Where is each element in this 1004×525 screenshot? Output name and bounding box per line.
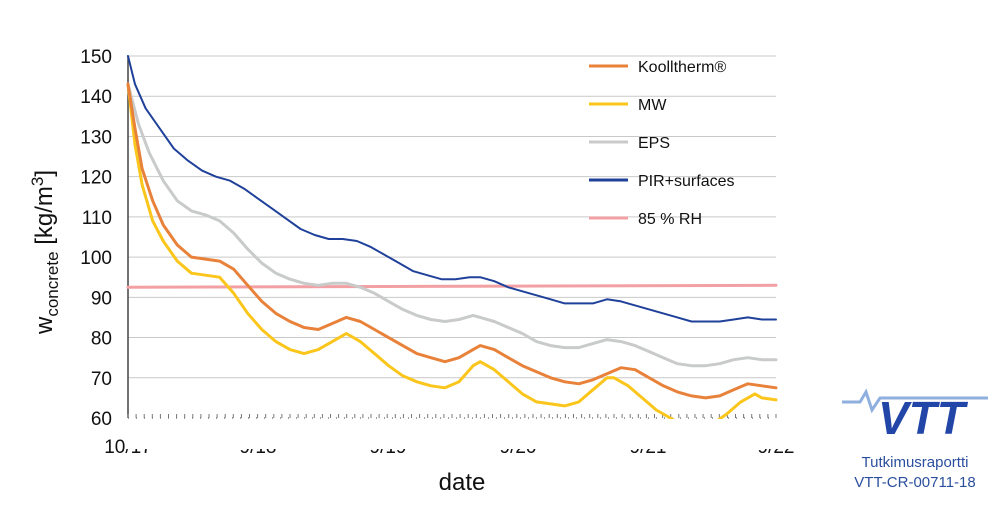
- legend: Koolltherm® MW EPS PIR+surfaces 85 % RH: [589, 59, 734, 228]
- series-lines: [126, 55, 794, 449]
- y-tick-label: 130: [80, 127, 112, 148]
- y-tick-label: 100: [80, 248, 112, 269]
- vtt-logo: VTT: [842, 388, 988, 442]
- y-tick-label: 110: [82, 208, 112, 229]
- y-axis-title-text: wconcrete [kg/m3]: [28, 170, 62, 335]
- series-line-1: [126, 82, 778, 430]
- legend-label: MW: [638, 97, 667, 114]
- x-axis-title: date: [439, 469, 486, 496]
- y-tick-label: 150: [80, 47, 112, 68]
- legend-label: PIR+surfaces: [638, 173, 734, 190]
- y-tick-label: 80: [91, 329, 112, 350]
- y-tick-label: 120: [80, 168, 112, 189]
- y-axis-title: wconcrete [kg/m3]: [28, 170, 62, 335]
- legend-label: EPS: [638, 135, 670, 152]
- series-line-2: [126, 82, 778, 368]
- plot-bottom-mask: [126, 419, 794, 449]
- report-caption-line2: VTT-CR-00711-18: [854, 474, 976, 491]
- series-line-0: [126, 82, 778, 400]
- vtt-logo-text: VTT: [878, 392, 969, 442]
- y-tick-label: 140: [80, 87, 112, 108]
- report-caption-line1: Tutkimusraportti: [861, 454, 969, 471]
- y-tick-label: 60: [91, 409, 112, 430]
- y-tick-label: 90: [91, 288, 112, 309]
- series-line-3: [127, 55, 777, 323]
- series-line-4: [126, 283, 778, 289]
- y-tick-label: 70: [91, 369, 112, 390]
- legend-label: 85 % RH: [638, 211, 702, 228]
- legend-label: Koolltherm®: [638, 59, 726, 76]
